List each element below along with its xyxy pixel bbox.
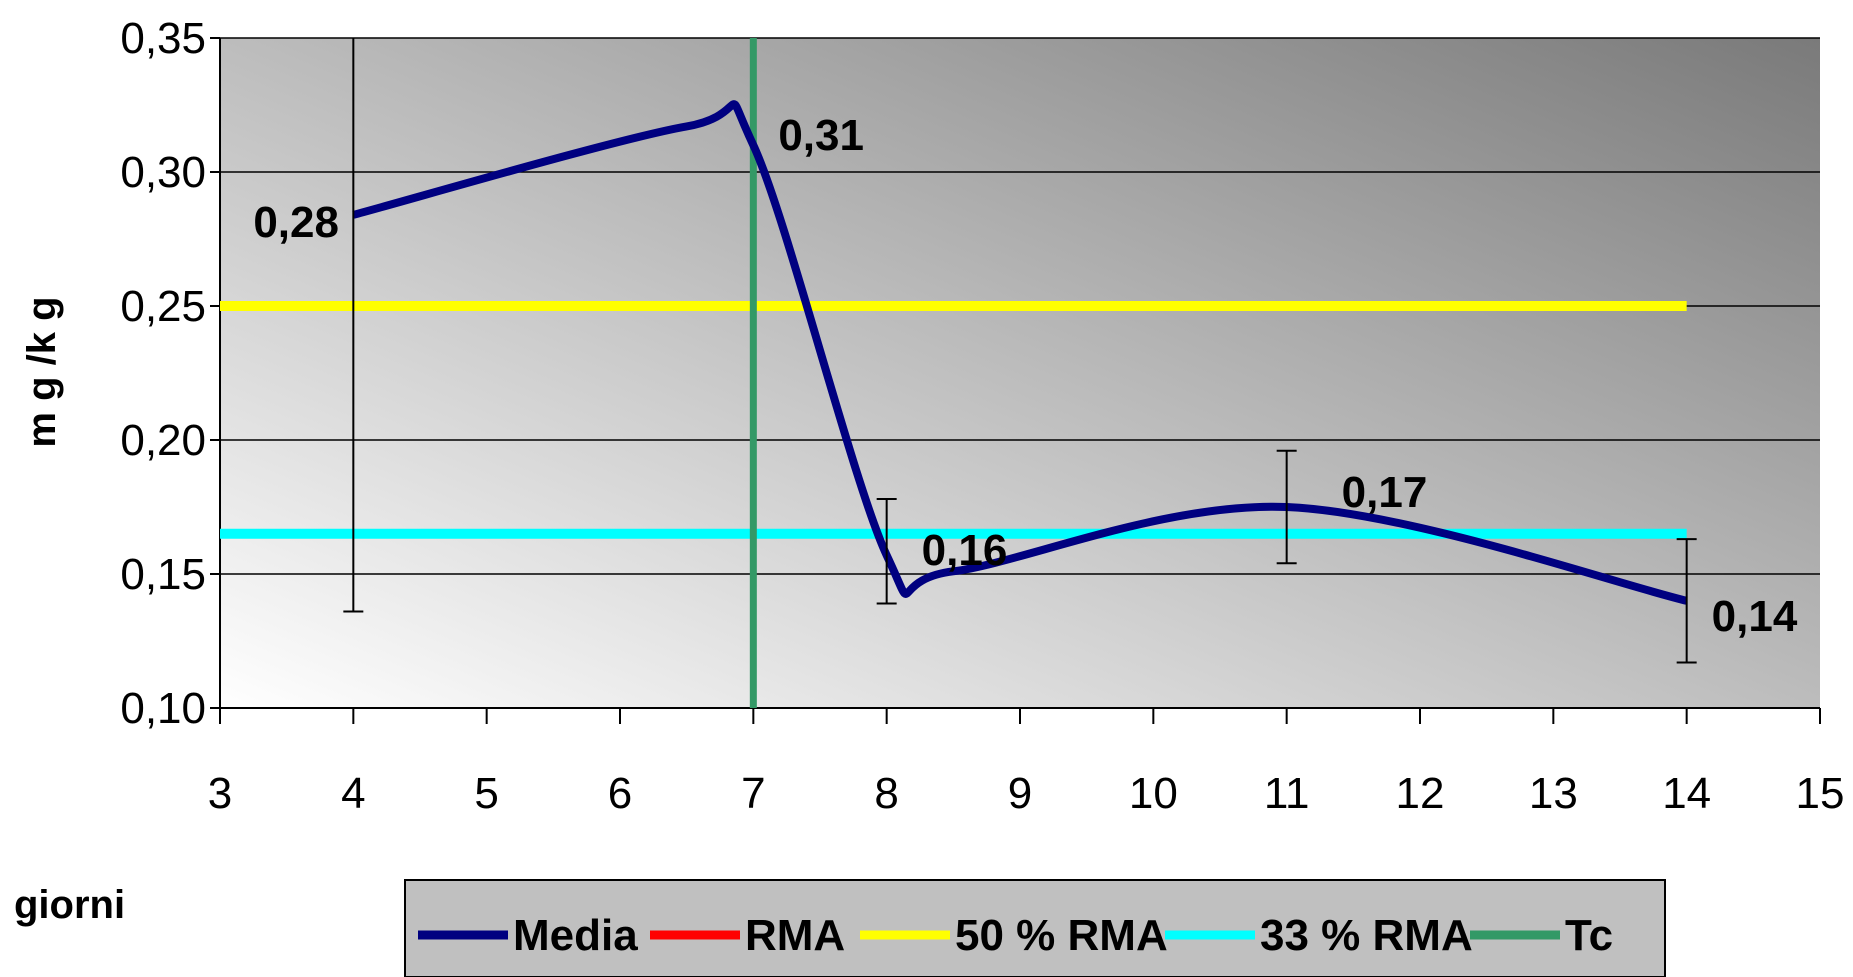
legend-label: Tc — [1565, 911, 1613, 960]
x-tick-label: 9 — [1008, 769, 1032, 818]
x-tick-label: 7 — [741, 769, 765, 818]
x-tick-label: 13 — [1529, 769, 1578, 818]
y-axis-title: m g /k g — [20, 296, 64, 447]
legend-box — [404, 879, 1666, 977]
y-tick-label: 0,20 — [120, 416, 206, 465]
y-tick-label: 0,25 — [120, 282, 206, 331]
x-tick-label: 6 — [608, 769, 632, 818]
y-tick-label: 0,35 — [120, 14, 206, 63]
data-label: 0,28 — [253, 198, 339, 247]
x-tick-label: 15 — [1796, 769, 1845, 818]
x-tick-label: 4 — [341, 769, 365, 818]
axes — [210, 37, 1821, 724]
x-tick-label: 3 — [208, 769, 232, 818]
legend-label: Media — [513, 911, 638, 960]
data-label: 0,31 — [778, 111, 864, 160]
y-tick-label: 0,10 — [120, 684, 206, 733]
x-tick-label: 11 — [1264, 769, 1310, 818]
legend: Media RMA 50 % RMA 33 % RMA Tc — [404, 879, 1666, 977]
data-label: 0,17 — [1342, 468, 1428, 517]
y-tick-label: 0,15 — [120, 550, 206, 599]
plot-area — [220, 38, 1820, 708]
x-axis-title: giorni — [14, 883, 125, 927]
legend-label: 50 % RMA — [955, 911, 1168, 960]
media-series — [343, 38, 1697, 664]
x-tick-labels: 3 4 5 6 7 8 9 10 11 12 13 14 15 — [208, 769, 1845, 818]
x-tick-label: 14 — [1662, 769, 1711, 818]
x-tick-label: 12 — [1396, 769, 1445, 818]
data-labels: 0,28 0,16 0,17 0,14 0,31 — [253, 111, 1797, 641]
data-label: 0,14 — [1712, 592, 1798, 641]
x-tick-label: 5 — [474, 769, 498, 818]
y-tick-label: 0,30 — [120, 148, 206, 197]
data-label: 0,16 — [922, 526, 1008, 575]
x-tick-label: 10 — [1129, 769, 1178, 818]
legend-label: RMA — [745, 911, 845, 960]
y-tick-labels: 0,10 0,15 0,20 0,25 0,30 0,35 — [120, 14, 206, 733]
x-tick-label: 8 — [874, 769, 898, 818]
legend-label: 33 % RMA — [1260, 911, 1473, 960]
